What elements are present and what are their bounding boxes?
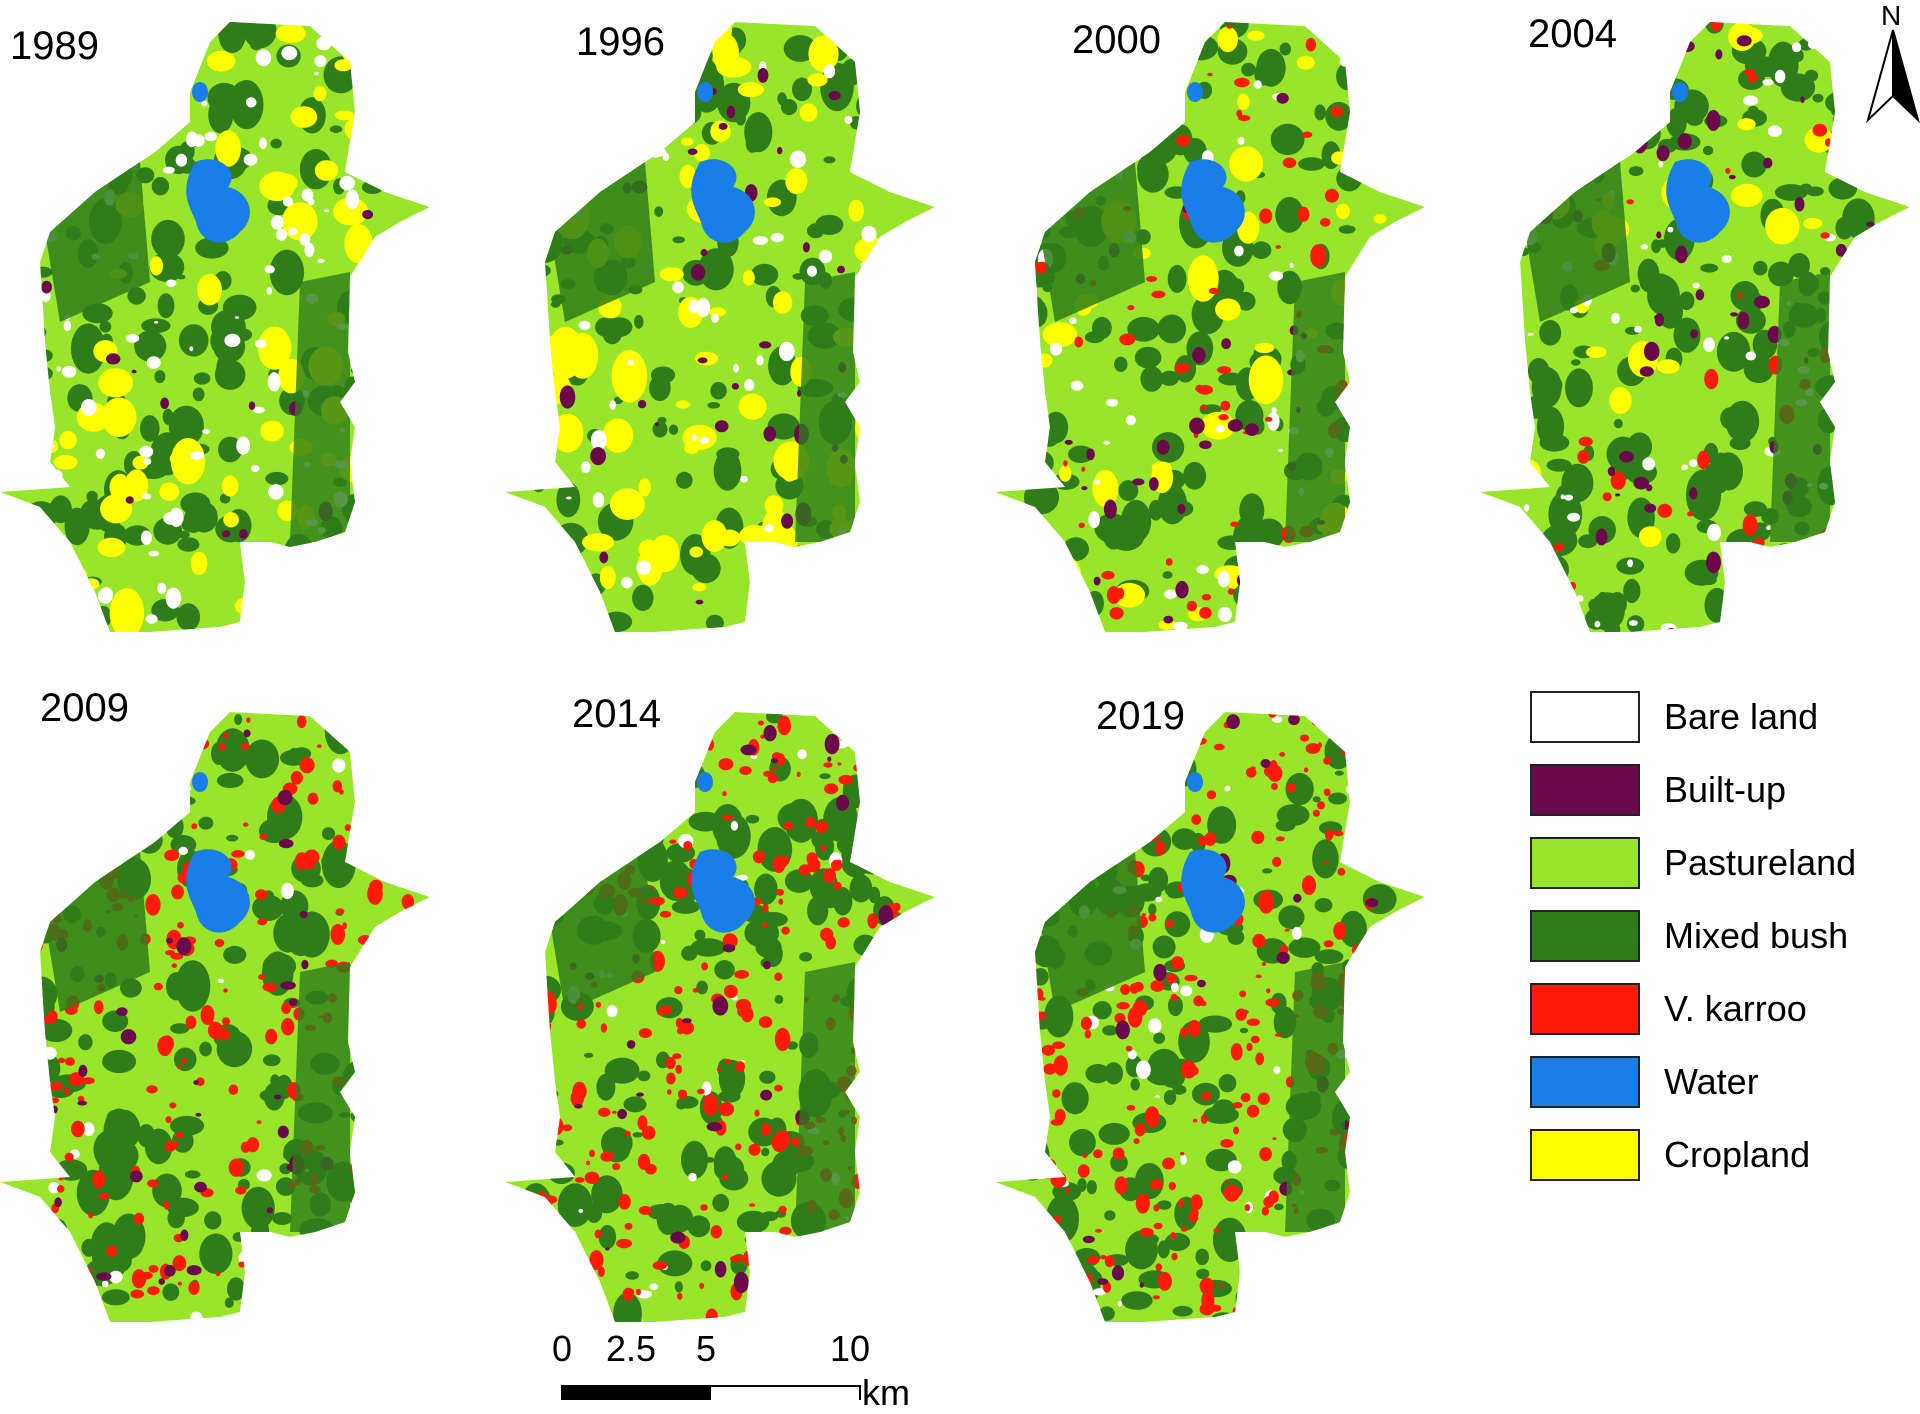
legend-label: Pastureland: [1664, 841, 1857, 883]
year-label-2000: 2000: [1072, 18, 1161, 62]
legend: Bare land Built-up Pastureland Mixed bus…: [1530, 680, 1856, 1191]
legend-swatch-pastureland: [1530, 836, 1640, 889]
scale-bar: [561, 1385, 861, 1400]
map-panel-2009: [0, 712, 430, 1322]
legend-item-bare-land: Bare land: [1530, 680, 1856, 753]
legend-label: Built-up: [1664, 768, 1787, 810]
scale-unit: km: [862, 1372, 910, 1413]
year-label-1989: 1989: [10, 24, 99, 68]
year-label-2004: 2004: [1528, 12, 1617, 56]
year-label-2019: 2019: [1096, 694, 1185, 738]
legend-item-built-up: Built-up: [1530, 753, 1856, 826]
scale-tick-10: 10: [830, 1328, 871, 1369]
north-label: N: [1881, 0, 1902, 31]
north-arrow-icon: [1866, 29, 1920, 124]
legend-swatch-v-karroo: [1530, 982, 1640, 1035]
map-panel-2004: [1480, 22, 1910, 632]
legend-item-mixed-bush: Mixed bush: [1530, 899, 1856, 972]
legend-label: Mixed bush: [1664, 914, 1849, 956]
scale-tick-5: 5: [696, 1328, 717, 1369]
scale-tick-0: 0: [552, 1328, 573, 1369]
legend-swatch-built-up: [1530, 763, 1640, 816]
legend-label: V. karroo: [1664, 987, 1807, 1029]
legend-label: Cropland: [1664, 1133, 1811, 1175]
legend-item-cropland: Cropland: [1530, 1118, 1856, 1191]
year-label-2014: 2014: [572, 692, 661, 736]
legend-swatch-bare-land: [1530, 690, 1640, 743]
legend-label: Bare land: [1664, 695, 1819, 737]
legend-item-v-karroo: V. karroo: [1530, 972, 1856, 1045]
legend-label: Water: [1664, 1060, 1759, 1102]
scale-tick-2-5: 2.5: [606, 1328, 657, 1369]
year-label-2009: 2009: [40, 686, 129, 730]
legend-item-pastureland: Pastureland: [1530, 826, 1856, 899]
legend-swatch-cropland: [1530, 1128, 1640, 1181]
map-panel-1989: [0, 22, 430, 632]
year-label-1996: 1996: [576, 20, 665, 64]
map-panel-2000: [995, 22, 1425, 632]
map-panel-1996: [505, 22, 935, 632]
legend-item-water: Water: [1530, 1045, 1856, 1118]
map-panel-2014: [505, 712, 935, 1322]
legend-swatch-water: [1530, 1055, 1640, 1108]
legend-swatch-mixed-bush: [1530, 909, 1640, 962]
map-panel-2019: [995, 712, 1425, 1322]
